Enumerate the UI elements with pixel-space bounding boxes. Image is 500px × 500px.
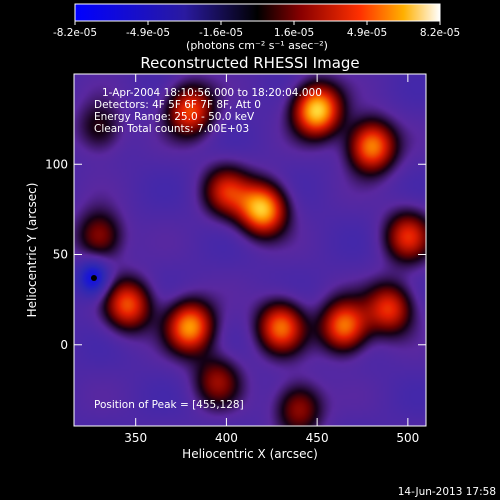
chart-title: Reconstructed RHESSI Image <box>140 54 359 72</box>
colorbar-unit-label: (photons cm⁻² s⁻¹ asec⁻²) <box>186 39 328 52</box>
colorbar-tick-label: 1.6e-05 <box>274 27 314 39</box>
heatmap-image <box>74 74 426 426</box>
plot-frame <box>73 73 427 427</box>
x-axis-label: Heliocentric X (arcsec) <box>182 447 318 461</box>
y-axis-label: Heliocentric Y (arcsec) <box>25 183 39 318</box>
colorbar-tick-label: 8.2e-05 <box>420 27 460 39</box>
heatmap-raster <box>74 74 426 426</box>
colorbar-tick-label: -8.2e-05 <box>53 27 97 39</box>
x-tick-label: 450 <box>306 431 329 445</box>
y-tick-label: 50 <box>53 248 68 262</box>
y-axis: 0 50 100 <box>45 157 426 352</box>
colorbar-tick-label: -1.6e-05 <box>199 27 243 39</box>
colorbar-ticks: -8.2e-05 -4.9e-05 -1.6e-05 1.6e-05 4.9e-05 8.… <box>53 21 460 39</box>
x-tick-label: 400 <box>215 431 238 445</box>
colorbar-tick-label: -4.9e-05 <box>126 27 170 39</box>
x-tick-label: 500 <box>396 431 419 445</box>
annotations: 1-Apr-2004 18:10:56.000 to 18:20:04.000D… <box>94 87 322 135</box>
annotation-line: Detectors: 4F 5F 6F 7F 8F, Att 0 <box>94 99 261 111</box>
annotation-line: 1-Apr-2004 18:10:56.000 to 18:20:04.000 <box>102 87 322 99</box>
colorbar-gradient <box>74 3 441 22</box>
x-axis: 350 400 450 500 <box>124 74 419 445</box>
annotation-line: Energy Range: 25.0 - 50.0 keV <box>94 111 255 123</box>
footer-timestamp: 14-Jun-2013 17:58 <box>398 486 496 498</box>
y-tick-label: 100 <box>45 157 68 171</box>
colorbar-tick-label: 4.9e-05 <box>347 27 387 39</box>
colorbar: -8.2e-05 -4.9e-05 -1.6e-05 1.6e-05 4.9e-05 8.… <box>53 3 460 52</box>
y-tick-label: 0 <box>60 338 68 352</box>
annotation-line: Clean Total counts: 7.00E+03 <box>94 123 249 135</box>
x-tick-label: 350 <box>124 431 147 445</box>
minimum-marker <box>90 274 97 281</box>
peak-label: Position of Peak = [455,128] <box>94 399 244 411</box>
minimum-point <box>90 274 97 281</box>
